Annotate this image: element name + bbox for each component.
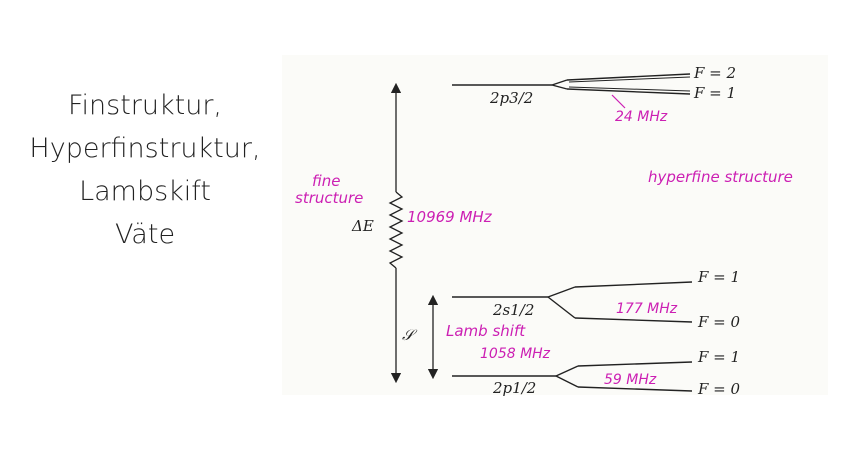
f-label-p12-lower: F = 0 <box>697 380 741 398</box>
fine-label-line2: structure <box>295 189 363 207</box>
title-line-1: Finstruktur, <box>67 90 223 121</box>
title-line-4: Väte <box>114 219 176 250</box>
hfs-p12-value: 59 MHz <box>604 372 657 388</box>
f-label-p12-upper: F = 1 <box>697 348 740 366</box>
fine-value: 10969 MHz <box>407 208 493 226</box>
hfs-p32-pointer <box>611 94 626 109</box>
delta-e-label: ΔE <box>351 217 374 235</box>
level-label-2p1-2: 2p1/2 <box>492 379 536 397</box>
level-2p3-2 <box>452 73 691 95</box>
f-label-p32-lower: F = 1 <box>693 84 736 102</box>
level-2s1-2 <box>452 281 693 323</box>
title-line-2: Hyperfinstruktur, <box>29 133 261 164</box>
f-label-s12-upper: F = 1 <box>697 268 740 286</box>
level-label-2s1-2: 2s1/2 <box>492 301 534 319</box>
lamb-shift-value: 1058 MHz <box>480 346 551 362</box>
lamb-shift-label: Lamb shift <box>446 322 526 340</box>
hfs-p32-value: 24 MHz <box>615 109 668 125</box>
level-2p1-2 <box>452 361 693 392</box>
fine-structure-arrow <box>388 82 404 384</box>
hfs-s12-value: 177 MHz <box>616 301 678 317</box>
hfs-title: hyperfine structure <box>648 168 793 186</box>
fine-label-line1: fine <box>312 172 340 190</box>
f-label-s12-lower: F = 0 <box>697 313 741 331</box>
scan-background <box>282 55 828 395</box>
f-label-p32-upper: F = 2 <box>693 64 736 82</box>
level-label-2p3-2: 2p3/2 <box>489 89 533 107</box>
title-line-3: Lambskift <box>79 176 211 207</box>
slide-title: Finstruktur, Hyperfinstruktur, Lambskift… <box>10 84 280 256</box>
